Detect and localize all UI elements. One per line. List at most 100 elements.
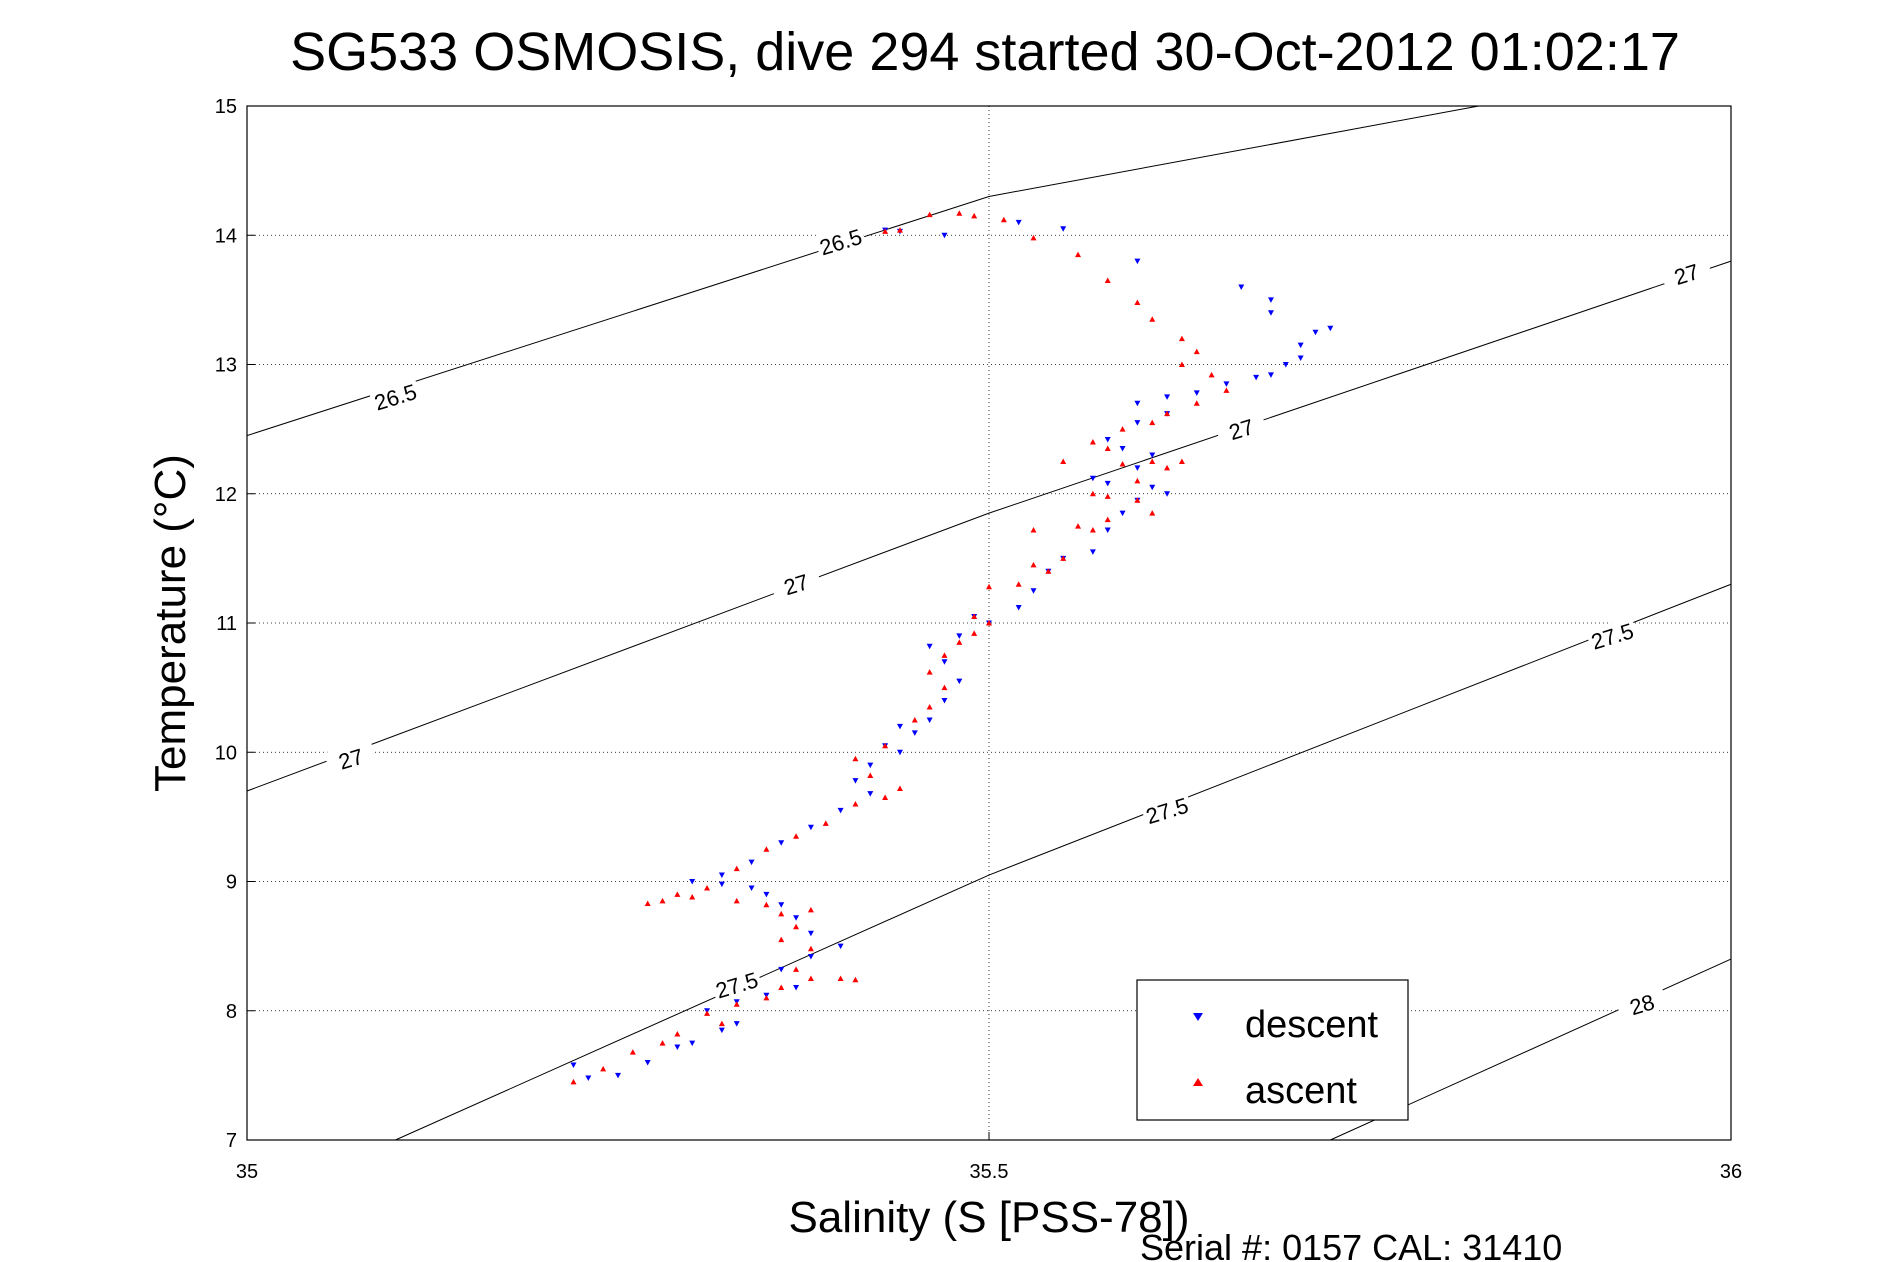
descent-point [1223,381,1230,387]
ascent-point [926,669,933,675]
descent-point [1149,452,1156,458]
ascent-point [1030,561,1037,568]
x-axis-label: Salinity (S [PSS-78]) [788,1193,1189,1242]
density-contour-27 [246,260,1732,792]
y-tick-label: 8 [226,1001,237,1023]
descent-point [1267,310,1274,316]
y-tick-label: 14 [215,225,237,247]
descent-point [1134,465,1141,471]
ascent-point [1149,458,1156,464]
y-axis-label: Temperature (°C) [146,454,195,792]
ascent-point [600,1065,607,1072]
descent-point [733,1021,740,1027]
ascent-point [986,620,992,626]
ascent-point [971,630,978,636]
ascent-point [867,772,874,779]
ascent-point [704,1010,711,1016]
descent-point [837,943,844,950]
descent-point [1253,374,1260,381]
ascent-point [1178,335,1185,342]
ascent-point [956,210,963,216]
ascent-point [1104,516,1111,523]
descent-point [793,984,800,991]
y-tick-label: 11 [216,613,237,635]
descent-point [1134,400,1141,407]
descent-point [1238,284,1245,290]
ascent-point [852,800,859,807]
descent-point [1104,527,1111,533]
legend: descent ascent [1136,979,1409,1121]
x-tick-label: 35.5 [970,1161,1009,1183]
ascent-point [1030,526,1037,533]
ascent-point [1178,361,1185,367]
ascent-point [941,652,948,658]
descent-point [956,678,963,685]
y-tick-label: 9 [226,872,237,894]
descent-point [748,859,755,866]
ascent-point [852,976,859,983]
ascent-point [763,846,770,852]
ascent-point [807,906,814,913]
contour-label-bg [1140,790,1194,828]
descent-point [896,749,903,756]
ascent-point [733,865,740,872]
contour-label-bg [1615,984,1669,1022]
ascent-point [1223,387,1230,393]
legend-descent-marker [1193,1013,1203,1021]
ascent-point [807,945,814,952]
descent-point [763,891,770,898]
ascent-point [926,211,933,218]
contour-label: 26.5 [817,224,865,260]
descent-point [585,1075,592,1081]
descent-point [1149,484,1156,491]
ascent-point [1030,234,1037,241]
ascent-point [822,820,829,826]
descent-point [1060,226,1067,232]
density-contour-26.5 [246,105,1479,437]
descent-point [778,902,785,908]
ascent-point [926,704,933,710]
descent-point [941,232,948,239]
ascent-point [1149,510,1156,516]
descent-point [1282,362,1289,368]
contour-label: 27.5 [1588,618,1636,654]
y-axis-ticks: 7 8 9 10 11 12 13 14 15 [215,96,255,1152]
ascent-point [971,613,978,620]
ascent-point [778,910,785,917]
serial-cal-text: Serial #: 0157 CAL: 31410 [1140,1227,1562,1262]
ascent-point [1164,464,1171,471]
descent-point [941,659,948,665]
descent-point [896,723,903,730]
ascent-point [1089,526,1096,533]
contour-label-bg [368,377,422,415]
descent-point [956,633,963,639]
ascent-point [1119,461,1126,467]
ascent-point [793,966,800,972]
legend-descent-label: descent [1245,1004,1379,1046]
ascent-point [629,1049,636,1055]
ascent-point [674,1031,681,1037]
legend-ascent-marker [1193,1078,1203,1086]
ascent-point [659,897,666,904]
x-tick-label: 36 [1720,1161,1742,1183]
ascent-point [763,994,770,1001]
descent-point [911,730,918,736]
ascent-point [837,975,844,981]
y-tick-label: 12 [215,484,237,506]
ascent-point [1075,251,1082,258]
x-axis-ticks: 35 35.5 36 [236,1132,1742,1183]
ascent-point [733,897,740,904]
ascent-point [793,833,800,839]
descent-point [718,881,725,888]
ascent-point [1149,419,1156,426]
ascent-point [971,212,978,219]
descent-point [1164,491,1171,497]
contour-label: 27.5 [1143,793,1191,829]
descent-point [807,824,814,831]
contour-label-bg [1214,409,1268,447]
y-tick-label: 13 [215,355,237,377]
descent-point [1327,325,1334,332]
descent-point [748,885,755,891]
descent-point [1267,372,1274,378]
